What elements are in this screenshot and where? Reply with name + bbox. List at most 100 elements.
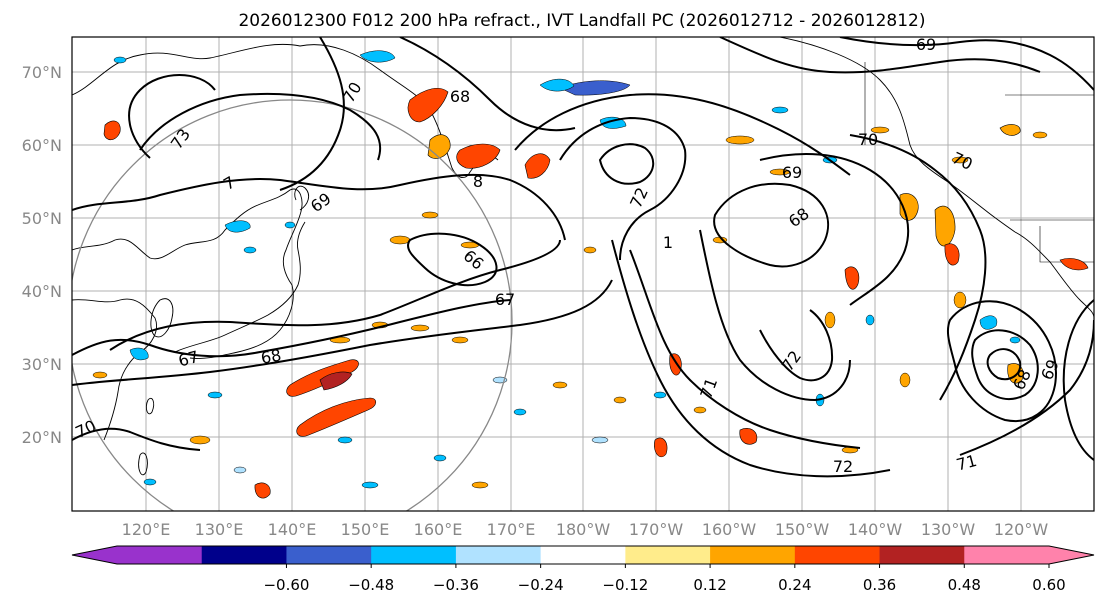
lat-label: 30°N — [22, 355, 62, 374]
coastlines — [72, 37, 1094, 476]
lon-label: 180°W — [556, 520, 611, 539]
shade-b8 — [653, 391, 667, 399]
shade-lb1 — [591, 436, 609, 444]
shade-south-3 — [739, 428, 758, 445]
contour-70-sw — [72, 427, 201, 451]
taiwan-coast — [145, 397, 155, 415]
shade-arctic-blue-1 — [559, 80, 631, 96]
colorbar-bin-9 — [879, 546, 965, 564]
colorbar-tick-label: −0.48 — [348, 576, 394, 594]
shade-o13 — [870, 126, 890, 134]
shade-gulf-3 — [944, 243, 960, 266]
shade-b4 — [337, 436, 353, 444]
contour-68-gulf — [713, 182, 830, 268]
contour-66-loop — [406, 232, 498, 287]
shade-arctic-blue-2 — [539, 78, 575, 92]
alaska-coast — [779, 37, 1016, 233]
contour-71-se — [959, 319, 1094, 456]
contour-label-68-west: 68 — [259, 345, 282, 367]
shade-b7 — [513, 408, 527, 416]
lon-label: 160°W — [702, 520, 757, 539]
shade-nw-blue — [359, 50, 396, 63]
shade-nw-america — [1059, 258, 1089, 271]
shade-kamchatka-1 — [407, 87, 449, 123]
contour-72-inner — [598, 143, 655, 185]
hokkaido-coast — [294, 185, 310, 211]
shade-o1 — [389, 235, 411, 245]
contour-70-se — [1062, 299, 1094, 461]
shade-b6 — [433, 454, 447, 462]
shade-b15 — [143, 478, 157, 486]
shade-okhotsk — [456, 143, 501, 169]
shade-o24 — [1032, 131, 1048, 139]
contour-69-top — [839, 37, 1094, 91]
contour-66-67 — [72, 279, 613, 386]
colorbar-tick-label: 0.48 — [948, 576, 981, 594]
shade-mid-2 — [669, 353, 682, 376]
contour-71-inner — [699, 229, 851, 402]
lon-label: 150°E — [341, 520, 390, 539]
shade-jet-peak — [319, 371, 353, 391]
shade-o10 — [613, 396, 627, 404]
colorbar-extend-low — [72, 546, 117, 564]
refractivity-shading — [92, 50, 1089, 499]
shade-b2 — [243, 246, 257, 254]
contour-70-bering — [399, 37, 576, 132]
colorbar-bin-7 — [710, 546, 796, 564]
china-coast — [72, 298, 157, 441]
contour-label-8-north: 8 — [473, 172, 483, 191]
shade-china-blue — [129, 347, 149, 361]
pacific-nw-coast — [1014, 231, 1094, 319]
philippines-coast — [138, 452, 148, 476]
contour-label-67-west: 67 — [176, 347, 201, 371]
contour-72-loop — [559, 116, 687, 261]
lon-label: 130°W — [921, 520, 976, 539]
contour-label-71-se: 71 — [954, 451, 979, 475]
lon-label: 170°E — [487, 520, 536, 539]
colorbar-bin-2 — [286, 546, 372, 564]
colorbar-tick-label: −0.12 — [602, 576, 648, 594]
contour-69 — [72, 173, 566, 241]
shade-lb3 — [233, 466, 247, 474]
lat-label: 40°N — [22, 282, 62, 301]
lon-label: 120°E — [122, 520, 171, 539]
shade-o6 — [410, 324, 430, 332]
colorbar-bin-6 — [625, 546, 711, 564]
lon-label: 140°E — [268, 520, 317, 539]
figure-title: 2026012300 F012 200 hPa refract., IVT La… — [238, 11, 925, 31]
colorbar-tick-label: 0.24 — [778, 576, 811, 594]
contour-label-69-alaska: 69 — [782, 163, 802, 182]
shade-ca-blue — [979, 315, 998, 330]
range-ring — [72, 99, 513, 511]
lon-label: 150°W — [775, 520, 830, 539]
shade-o8 — [189, 435, 211, 445]
colorbar-tick-label: −0.36 — [433, 576, 479, 594]
shade-south-1 — [654, 437, 668, 458]
shade-o17 — [693, 406, 707, 414]
contour-72-inner2 — [759, 309, 834, 382]
refractivity-contours — [72, 37, 1094, 478]
korea-coast — [150, 298, 174, 338]
contour-label-68-kamchatka: 68 — [450, 87, 470, 106]
contour-72-south — [611, 239, 891, 478]
contour-70-nw — [139, 92, 382, 161]
shade-o9 — [552, 381, 568, 389]
lon-label: 120°W — [994, 520, 1049, 539]
longitude-labels: 120°E 130°E 140°E 150°E 160°E 170°E 180°W 170°W… — [122, 520, 1049, 539]
lon-label: 170°W — [629, 520, 684, 539]
shade-o21 — [92, 371, 108, 379]
shade-b14 — [284, 221, 296, 229]
shade-nw-1 — [103, 120, 121, 141]
colorbar-bin-3 — [371, 546, 457, 564]
shade-o18 — [899, 372, 911, 388]
colorbar-bin-10 — [964, 546, 1050, 564]
colorbar-tick-label: −0.60 — [263, 576, 309, 594]
shade-b5 — [361, 481, 379, 489]
colorbar-tick-label: 0.60 — [1032, 576, 1065, 594]
shade-gulf-2 — [934, 205, 956, 247]
japan-coast — [174, 221, 306, 353]
lat-label: 60°N — [22, 136, 62, 155]
shade-o7 — [451, 336, 469, 344]
colorbar-bin-5 — [540, 546, 626, 564]
